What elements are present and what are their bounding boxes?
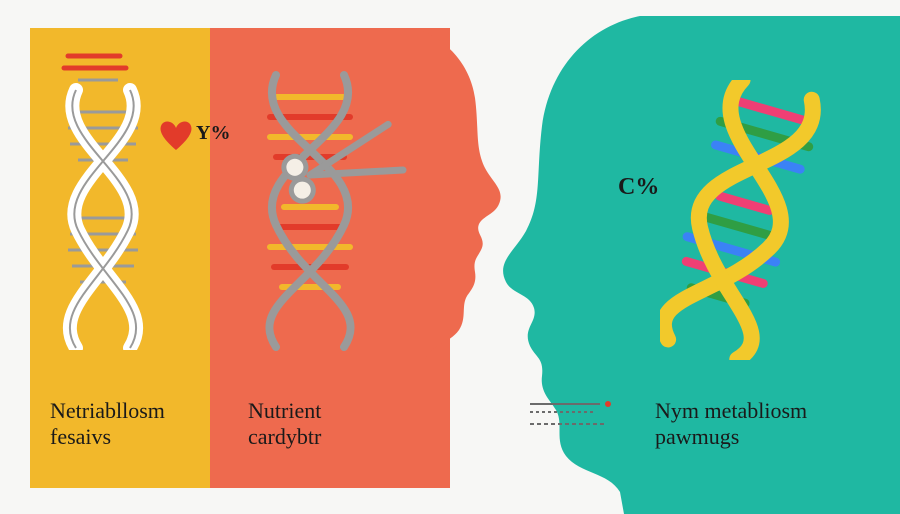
label-middle: Nutrient cardybtr (248, 398, 321, 451)
label-right-line2: pawmugs (655, 424, 739, 449)
label-left-line1: Netriabllosm (50, 398, 165, 423)
label-right-line1: Nym metabliosm (655, 398, 807, 423)
label-left: Netriabllosm fesaivs (50, 398, 165, 451)
infographic-stage: Y% Netriabllosm fesaivs (0, 0, 900, 514)
label-middle-line1: Nutrient (248, 398, 321, 423)
dna-middle (240, 55, 420, 355)
badge-y-percent: Y% (196, 122, 230, 145)
label-middle-line2: cardybtr (248, 424, 321, 449)
badge-c-percent: C% (618, 174, 659, 201)
label-left-line2: fesaivs (50, 424, 111, 449)
label-right: Nym metabliosm pawmugs (655, 398, 807, 451)
decor-marks (530, 398, 620, 438)
heart-icon (158, 120, 194, 152)
dna-left (48, 50, 158, 350)
dna-right (660, 80, 830, 360)
